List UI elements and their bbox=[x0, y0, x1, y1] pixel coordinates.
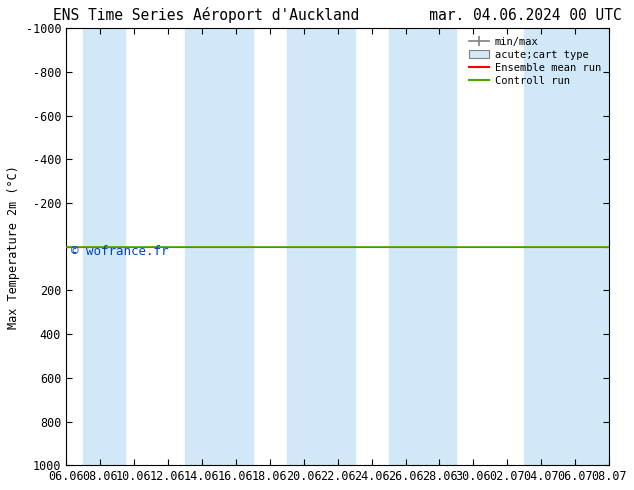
Bar bbox=[83, 28, 126, 465]
Y-axis label: Max Temperature 2m (°C): Max Temperature 2m (°C) bbox=[7, 165, 20, 329]
Text: © wofrance.fr: © wofrance.fr bbox=[72, 245, 169, 258]
Bar bbox=[185, 28, 253, 465]
Bar bbox=[287, 28, 354, 465]
Bar bbox=[524, 28, 609, 465]
Legend: min/max, acute;cart type, Ensemble mean run, Controll run: min/max, acute;cart type, Ensemble mean … bbox=[465, 33, 604, 89]
Bar bbox=[389, 28, 456, 465]
Title: ENS Time Series Aéroport d'Auckland        mar. 04.06.2024 00 UTC: ENS Time Series Aéroport d'Auckland mar.… bbox=[53, 7, 622, 23]
